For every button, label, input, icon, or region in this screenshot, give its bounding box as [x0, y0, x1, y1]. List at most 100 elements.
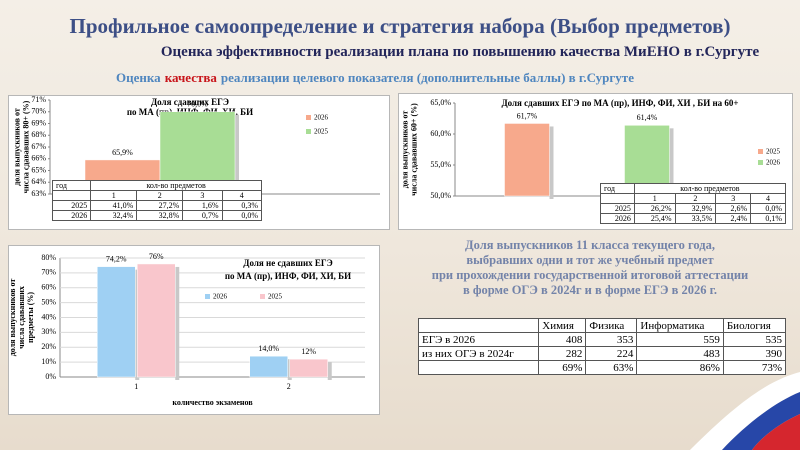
- table-row: 2025 41,0% 27,2% 1,6% 0,3%: [51, 200, 263, 211]
- y-tick-label: 0%: [45, 372, 56, 381]
- legend-swatch: [758, 160, 763, 165]
- table-header: Физика: [585, 318, 638, 333]
- note-line: Доля выпускников 11 класса текущего года…: [465, 238, 715, 252]
- bar-side: [235, 114, 239, 197]
- table-cell: 32,8%: [136, 210, 184, 221]
- table-header: Биология: [722, 318, 787, 333]
- table-cell: 535: [722, 332, 787, 347]
- table-row: Химия Физика Информатика Биология: [417, 318, 787, 333]
- table-cell: 1,6%: [182, 200, 223, 211]
- table-cell: 32,9%: [674, 203, 717, 214]
- row-label: ЕГЭ в 2026: [417, 332, 540, 347]
- y-tick-label: 65%: [31, 165, 46, 174]
- y-tick-label: 50,0%: [430, 191, 451, 200]
- table-cell: 408: [538, 332, 587, 347]
- note: Доля выпускников 11 класса текущего года…: [410, 238, 770, 298]
- table-header: кол-во предметов: [90, 180, 262, 191]
- table-cell: [600, 193, 635, 204]
- table-cell: 26,2%: [633, 203, 676, 214]
- table-cell: [417, 360, 540, 375]
- row-label: 2025: [600, 203, 635, 214]
- table-cell: 0,7%: [182, 210, 223, 221]
- table-cell: 0,1%: [750, 213, 786, 224]
- caption-text: реализации целевого показателя (дополнит…: [220, 70, 634, 85]
- table-cell: 86%: [636, 360, 724, 375]
- table-header: 1: [90, 190, 138, 201]
- table-cell: 282: [538, 346, 587, 361]
- chart-title: Доля сдавших ЕГЭ: [151, 97, 229, 107]
- table-cell: 25,4%: [633, 213, 676, 224]
- y-tick-label: 55,0%: [430, 160, 451, 169]
- value-label: 74,2%: [106, 254, 127, 263]
- table-row: ЕГЭ в 2026 408 353 559 535: [417, 332, 787, 347]
- caption-text: Оценка: [116, 70, 161, 85]
- y-tick-label: 40%: [41, 312, 56, 321]
- value-label: 61,7%: [517, 111, 538, 120]
- note-line: при прохождении государственной итоговой…: [431, 268, 749, 282]
- y-tick-label: 64%: [31, 177, 46, 186]
- table-header: 2: [136, 190, 184, 201]
- bar: [137, 263, 176, 378]
- y-tick-label: 65,0%: [430, 98, 451, 107]
- table-header: Информатика: [636, 318, 724, 333]
- table-header: 3: [182, 190, 223, 201]
- value-label: 70,0%: [187, 100, 208, 109]
- table-row: 2026 25,4% 33,5% 2,4% 0,1%: [600, 213, 786, 224]
- bar: [249, 355, 288, 378]
- chart-title: по МА (пр), ИНФ, ФИ, ХИ, БИ: [225, 271, 351, 281]
- table-cell: 2,4%: [715, 213, 752, 224]
- chart-title: Доля сдавших ЕГЭ по МА (пр), ИНФ, ФИ, ХИ…: [501, 98, 738, 108]
- table-header: Химия: [538, 318, 587, 333]
- table-row: из них ОГЭ в 2024г 282 224 483 390: [417, 346, 787, 361]
- y-axis-label: предметы (%): [26, 292, 35, 343]
- legend-label: 2025: [314, 128, 329, 136]
- table-cell: 0,3%: [221, 200, 263, 211]
- legend-swatch: [306, 129, 311, 134]
- table-cell: 483: [636, 346, 724, 361]
- table-row: 69% 63% 86% 73%: [417, 360, 787, 375]
- x-tick-label: 2: [287, 382, 291, 391]
- bar-side: [669, 128, 674, 199]
- legend-swatch: [758, 149, 763, 154]
- y-tick-label: 60,0%: [430, 129, 451, 138]
- y-tick-label: 70%: [41, 268, 56, 277]
- y-tick-label: 70%: [31, 107, 46, 116]
- table-cell: 41,0%: [90, 200, 138, 211]
- value-label: 65,9%: [112, 148, 133, 157]
- table-cell: 559: [636, 332, 724, 347]
- bar: [504, 123, 550, 197]
- row-label: из них ОГЭ в 2024г: [417, 346, 540, 361]
- legend-swatch: [205, 294, 210, 299]
- table-cell: [51, 190, 92, 201]
- table-cell: 2,6%: [715, 203, 752, 214]
- value-label: 12%: [301, 347, 316, 356]
- table-row: год кол-во предметов: [51, 180, 262, 191]
- y-axis-label: доля выпускников от: [8, 279, 17, 357]
- y-tick-label: 60%: [41, 283, 56, 292]
- y-tick-label: 80%: [41, 253, 56, 262]
- y-axis-label: числа сдававших: [17, 286, 26, 349]
- table-row: 2025 26,2% 32,9% 2,6% 0,0%: [600, 203, 786, 214]
- bar: [97, 266, 136, 378]
- data-table: год кол-во предметов 1 2 3 4 2025 26,2% 32,9% 2,6…: [600, 183, 787, 224]
- y-tick-label: 20%: [41, 342, 56, 351]
- table-row: год кол-во предметов: [600, 183, 787, 194]
- chart-title: Доля не сдавших ЕГЭ: [243, 258, 332, 268]
- y-axis-label: числа сдававших 80+ (%): [21, 100, 30, 193]
- y-tick-label: 68%: [31, 130, 46, 139]
- table-header: кол-во предметов: [633, 183, 787, 194]
- bar-side: [549, 126, 554, 199]
- y-tick-label: 50%: [41, 297, 56, 306]
- title: Профильное самоопределение и стратегия н…: [69, 14, 731, 38]
- table-cell: 224: [585, 346, 638, 361]
- bar-side: [175, 266, 180, 380]
- table-header: 2: [674, 193, 717, 204]
- y-tick-label: 10%: [41, 357, 56, 366]
- table-header: 3: [715, 193, 752, 204]
- legend-label: 2025: [766, 148, 781, 156]
- table-cell: 63%: [585, 360, 638, 375]
